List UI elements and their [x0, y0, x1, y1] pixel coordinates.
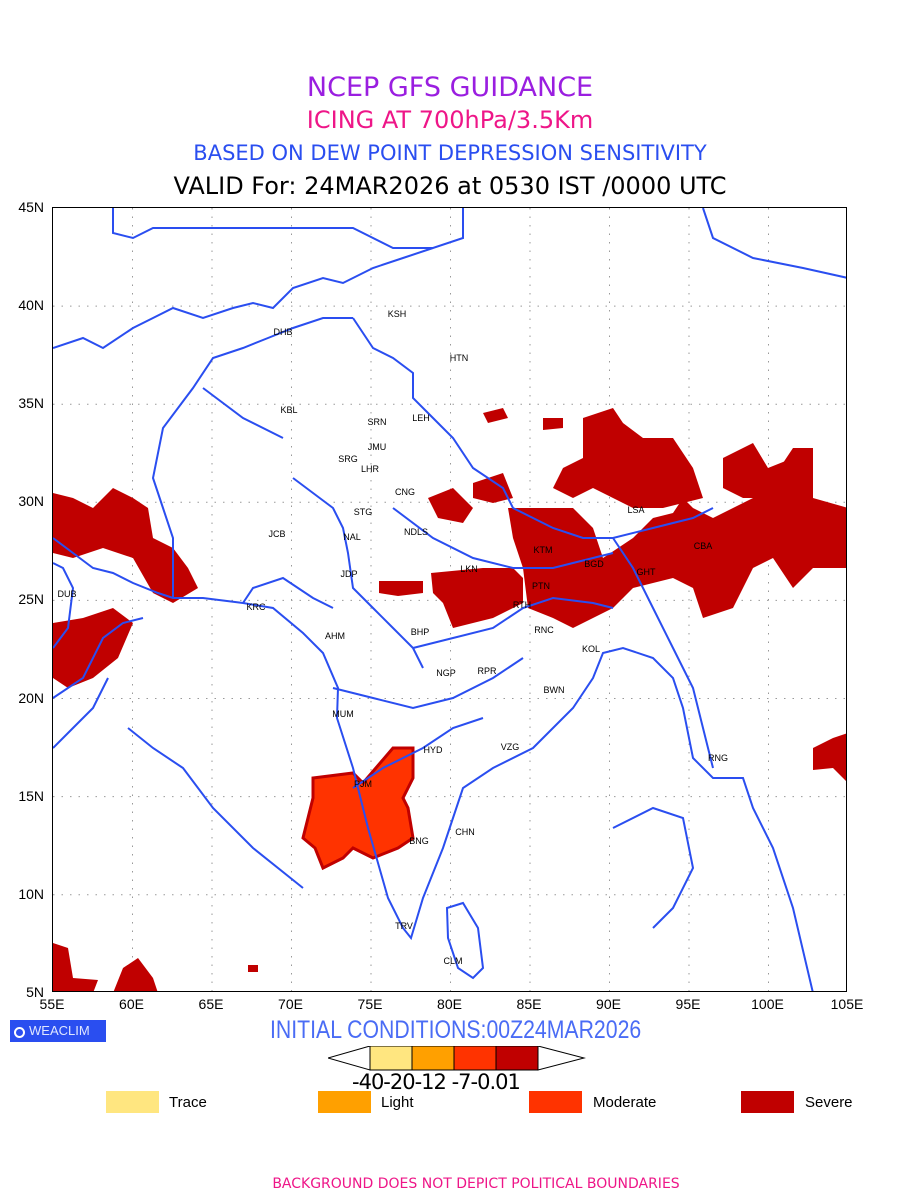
lon-tick-label: 90E: [596, 996, 621, 1012]
lon-tick-label: 55E: [39, 996, 65, 1012]
map-canvas: [53, 208, 846, 991]
legend-swatch-severe: [741, 1091, 794, 1113]
colorbar-trace: [369, 1046, 413, 1071]
station-label: CLM: [443, 956, 463, 966]
station-label: TRV: [395, 921, 413, 931]
station-label: LKN: [460, 564, 478, 574]
lat-tick-label: 5N: [26, 983, 44, 1000]
station-label: RTH: [512, 600, 532, 610]
lat-tick-label: 45N: [18, 199, 44, 215]
station-label: MUM: [332, 709, 354, 719]
station-label: GHT: [636, 567, 656, 577]
station-label: NGP: [436, 668, 456, 678]
lon-tick-label: 100E: [751, 996, 784, 1012]
lon-tick-label: 95E: [675, 996, 701, 1012]
station-label: BGD: [584, 559, 604, 569]
lat-tick-label: 40N: [18, 297, 44, 314]
coastlines-and-borders: [53, 208, 846, 991]
colorbar-severe: [495, 1046, 539, 1071]
station-label: KTM: [533, 545, 553, 555]
station-label: NAL: [343, 532, 361, 542]
station-label: KOL: [581, 644, 601, 654]
valid-time: VALID For: 24MAR2026 at 0530 IST /0000 U…: [173, 172, 727, 200]
lat-tick-label: 15N: [18, 787, 44, 804]
colorbar-high-arrow: [537, 1046, 586, 1071]
initial-conditions: INITIAL CONDITIONS:00Z24MAR2026: [270, 1016, 642, 1044]
lat-tick-label: 25N: [18, 591, 44, 608]
lat-tick-label: 20N: [18, 689, 44, 706]
lon-tick-label: 65E: [198, 996, 224, 1012]
station-label: AHM: [325, 631, 345, 641]
station-label: KRC: [246, 602, 266, 612]
lon-tick-label: 75E: [357, 996, 383, 1012]
station-label: KBL: [280, 405, 298, 415]
station-label: VZG: [500, 742, 520, 752]
station-label: SRN: [367, 417, 387, 427]
chart-subtitle: ICING AT 700hPa/3.5Km: [306, 106, 594, 134]
icing-severe-areas: [53, 408, 846, 991]
legend-swatch-light: [318, 1091, 371, 1113]
footer-disclaimer: BACKGROUND DOES NOT DEPICT POLITICAL BOU…: [272, 1176, 680, 1192]
weaclim-logo: WEACLIM: [10, 1020, 106, 1042]
colorbar-low-arrow: [328, 1046, 371, 1071]
legend-label-severe: Severe: [805, 1094, 853, 1111]
lon-tick-label: 70E: [278, 996, 303, 1012]
station-label: JDP: [340, 569, 358, 579]
station-label: CBA: [693, 541, 713, 551]
legend-label-moderate: Moderate: [593, 1094, 657, 1111]
station-label: LSA: [627, 505, 645, 515]
lon-tick-label: 105E: [830, 996, 864, 1012]
colorbar-labels: -40-20-12 -7-0.01: [352, 1070, 521, 1094]
lat-tick-label: 35N: [18, 395, 44, 412]
station-label: HYD: [423, 745, 443, 755]
logo-circle-icon: [14, 1027, 25, 1038]
legend-label-trace: Trace: [169, 1094, 207, 1111]
station-label: CHN: [455, 827, 475, 837]
station-label: BNG: [409, 836, 429, 846]
station-label: JMU: [367, 442, 387, 452]
lat-tick-label: 30N: [18, 493, 44, 510]
map-frame: DHB KSH HTN KBL SRN LEH JMU SRG LHR CNG STG NDLS JCB…: [52, 207, 847, 992]
station-label: KSH: [387, 309, 407, 319]
legend-label-light: Light: [381, 1094, 414, 1111]
station-label: BWN: [543, 685, 565, 695]
legend-swatch-trace: [106, 1091, 159, 1113]
station-label: RNG: [708, 753, 728, 763]
station-label: DHB: [273, 327, 293, 337]
station-label: JCB: [268, 529, 286, 539]
icing-moderate-areas: [301, 746, 415, 871]
station-label: NDLS: [403, 527, 429, 537]
lon-tick-label: 60E: [119, 996, 144, 1012]
chart-method: BASED ON DEW POINT DEPRESSION SENSITIVIT…: [193, 141, 707, 165]
chart-title: NCEP GFS GUIDANCE: [306, 72, 594, 103]
legend-swatch-moderate: [529, 1091, 582, 1113]
lat-tick-label: 10N: [18, 885, 44, 902]
logo-text: WEACLIM: [29, 1023, 90, 1038]
colorbar-light: [411, 1046, 455, 1071]
station-label: RNC: [534, 625, 554, 635]
station-label: PTN: [532, 581, 550, 591]
station-label: CNG: [395, 487, 415, 497]
station-label: DUB: [57, 589, 77, 599]
lon-tick-label: 85E: [516, 996, 542, 1012]
colorbar: [328, 1046, 586, 1071]
station-label: RPR: [477, 666, 497, 676]
lon-tick-label: 80E: [437, 996, 462, 1012]
station-label: PJM: [354, 779, 372, 789]
station-label: LEH: [412, 413, 430, 423]
station-label: SRG: [338, 454, 358, 464]
station-label: LHR: [360, 464, 380, 474]
station-label: BHP: [410, 627, 430, 637]
colorbar-moderate: [453, 1046, 497, 1071]
station-label: HTN: [449, 353, 469, 363]
station-label: STG: [353, 507, 373, 517]
